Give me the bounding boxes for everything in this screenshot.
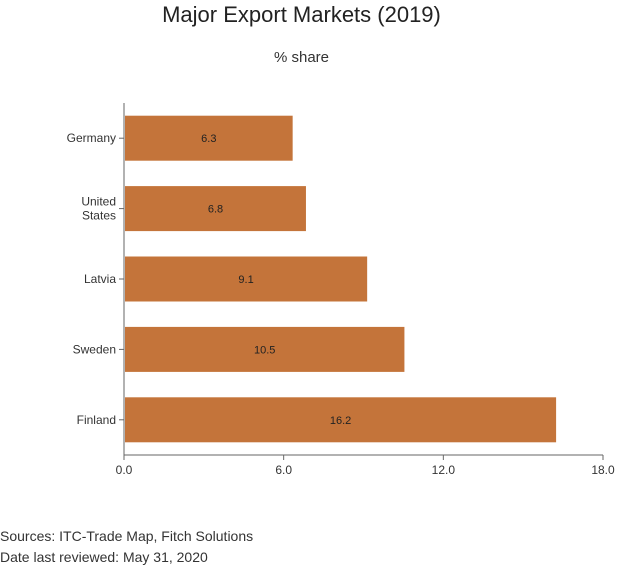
- bar-value-label: 16.2: [330, 415, 351, 427]
- category-label: United States: [81, 195, 116, 223]
- x-tick-label: 12.0: [432, 463, 456, 477]
- sources-note: Sources: ITC-Trade Map, Fitch Solutions: [0, 528, 254, 544]
- category-label: Finland: [77, 413, 116, 427]
- category-label-line: United: [81, 195, 116, 209]
- chart-title: Major Export Markets (2019): [162, 2, 441, 27]
- bar-united-states: [125, 186, 306, 232]
- category-label: Latvia: [84, 272, 116, 286]
- category-label-line: States: [82, 209, 116, 223]
- x-tick-label: 0.0: [116, 463, 133, 477]
- bar-value-label: 6.8: [208, 204, 223, 216]
- x-tick-label: 18.0: [591, 463, 615, 477]
- category-label: Germany: [67, 131, 116, 145]
- bar-latvia: [125, 256, 368, 302]
- bar-value-label: 10.5: [254, 344, 275, 356]
- bar-sweden: [125, 326, 405, 372]
- bar-finland: [125, 397, 557, 443]
- chart-subtitle: % share: [273, 49, 330, 66]
- bar-value-label: 6.3: [201, 133, 216, 145]
- category-label-line: Finland: [77, 413, 116, 427]
- category-label: Sweden: [73, 342, 116, 356]
- bar-germany: [125, 115, 293, 161]
- x-tick-label: 6.0: [275, 463, 292, 477]
- bar-value-label: 9.1: [238, 274, 253, 286]
- category-label-line: Germany: [67, 131, 116, 145]
- date-reviewed-note: Date last reviewed: May 31, 2020: [0, 549, 208, 565]
- category-label-line: Sweden: [73, 342, 116, 356]
- category-label-line: Latvia: [84, 272, 116, 286]
